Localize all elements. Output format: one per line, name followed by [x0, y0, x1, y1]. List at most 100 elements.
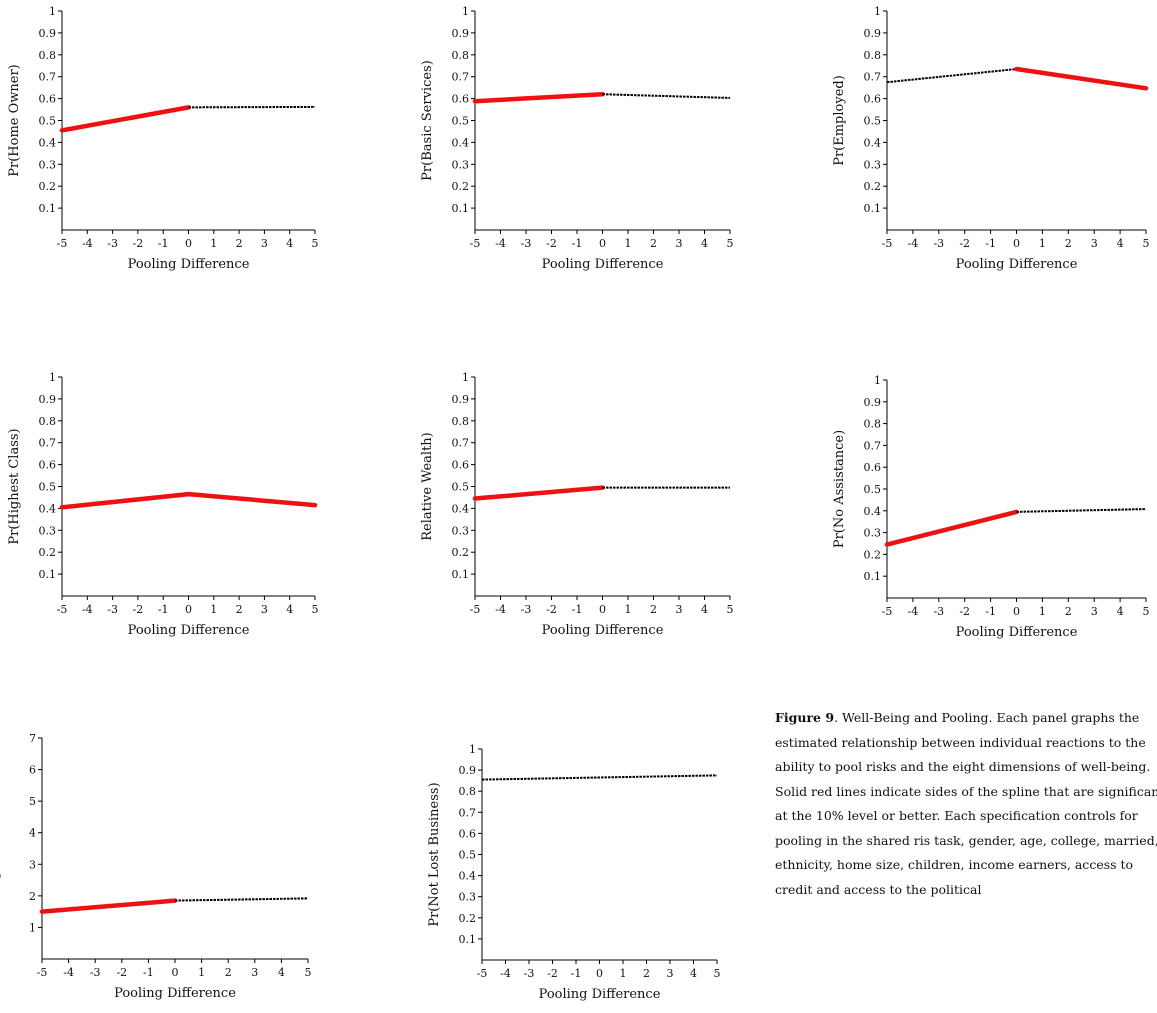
- x-tick-label: -4: [82, 603, 93, 616]
- x-tick-label: 2: [1065, 237, 1072, 250]
- series-line-significant: [59, 105, 191, 133]
- x-tick-label: 3: [1091, 605, 1098, 618]
- y-tick-label: 0.8: [864, 418, 882, 431]
- x-tick-label: -4: [500, 967, 511, 980]
- y-tick-label: 6: [29, 764, 36, 777]
- x-tick-label: 2: [236, 237, 243, 250]
- chart-panel-8: 0.1 0.2 0.3 0.4 0.5 0.6 0.7 0.8 0.9 1 -5 -4 -3 -2 -1 0 1…: [427, 743, 721, 1002]
- x-tick-label: 2: [236, 603, 243, 616]
- chart-panel-7: 1 2 3 4 5 6 7 -5 -4 -3 -2 -1 0 1 2 3 4 5 Pooling Differenc…: [0, 732, 312, 1001]
- y-tick-label: 1: [49, 5, 56, 18]
- y-tick-label: 0.6: [39, 459, 57, 472]
- y-tick-label: 0.3: [452, 524, 470, 537]
- x-tick-label: -3: [933, 237, 944, 250]
- x-axis-label: Pooling Difference: [542, 623, 664, 638]
- x-tick-label: -1: [158, 237, 169, 250]
- y-tick-label: 0.7: [452, 71, 470, 84]
- y-axis-label: Pr(Employed): [832, 75, 847, 166]
- x-tick-label: 1: [625, 603, 632, 616]
- y-tick-label: 0.5: [864, 115, 882, 128]
- y-tick-label: 0.1: [452, 568, 470, 581]
- x-axis-label: Pooling Difference: [542, 257, 664, 272]
- y-axis-label: Pr(Home Owner): [7, 64, 22, 177]
- x-tick-label: -3: [521, 603, 532, 616]
- y-axis-label: Pr(Highest Class): [7, 428, 22, 544]
- y-tick-label: 1: [469, 743, 476, 756]
- y-tick-label: 0.2: [459, 912, 477, 925]
- x-tick-label: -2: [547, 967, 558, 980]
- y-tick-label: 0.4: [864, 505, 882, 518]
- x-tick-label: 5: [727, 603, 734, 616]
- x-tick-label: 2: [643, 967, 650, 980]
- y-tick-label: 0.5: [459, 849, 477, 862]
- y-axis-label: Pr(Basic Services): [420, 60, 435, 181]
- y-tick-label: 1: [29, 921, 36, 934]
- y-tick-label: 0.6: [864, 93, 882, 106]
- y-tick-label: 0.7: [864, 439, 882, 452]
- x-tick-label: -5: [57, 237, 68, 250]
- x-tick-label: -5: [882, 605, 893, 618]
- y-tick-label: 0.4: [39, 136, 57, 149]
- y-tick-label: 0.7: [864, 71, 882, 84]
- x-tick-label: -3: [524, 967, 535, 980]
- caption-text: . Well-Being and Pooling. Each panel gra…: [775, 710, 1157, 897]
- y-tick-label: 0.3: [864, 158, 882, 171]
- y-tick-label: 0.5: [39, 481, 57, 494]
- y-tick-label: 0.2: [864, 180, 882, 193]
- y-tick-label: 0.4: [39, 502, 57, 515]
- x-tick-label: -5: [470, 603, 481, 616]
- x-tick-label: 1: [1039, 605, 1046, 618]
- y-tick-label: 2: [29, 890, 36, 903]
- x-tick-label: 4: [278, 966, 285, 979]
- x-tick-label: -2: [116, 966, 127, 979]
- y-tick-label: 0.3: [452, 158, 470, 171]
- x-tick-label: 1: [198, 966, 205, 979]
- x-tick-label: 3: [251, 966, 258, 979]
- y-tick-label: 0.4: [864, 136, 882, 149]
- y-tick-label: 0.2: [864, 548, 882, 561]
- x-tick-label: -3: [90, 966, 101, 979]
- series-line-nonsignificant: [886, 68, 1017, 84]
- x-tick-label: 3: [676, 237, 683, 250]
- x-tick-label: 0: [185, 603, 192, 616]
- y-tick-label: 0.5: [39, 115, 57, 128]
- y-tick-label: 0.8: [39, 415, 57, 428]
- y-tick-label: 0.8: [864, 49, 882, 62]
- y-tick-label: 0.9: [39, 27, 57, 40]
- x-tick-label: -5: [57, 603, 68, 616]
- y-tick-label: 0.6: [864, 461, 882, 474]
- y-tick-label: 0.1: [864, 202, 882, 215]
- y-tick-label: 0.7: [459, 806, 477, 819]
- x-tick-label: -1: [572, 237, 583, 250]
- x-tick-label: -5: [882, 237, 893, 250]
- x-tick-label: 1: [1039, 237, 1046, 250]
- x-axis-label: Pooling Difference: [114, 986, 236, 1001]
- y-tick-label: 0.4: [459, 870, 477, 883]
- x-tick-label: 0: [172, 966, 179, 979]
- chart-panel-5: 0.1 0.2 0.3 0.4 0.5 0.6 0.7 0.8 0.9 1 -5 -4 -3 -2 -1 0 1…: [420, 371, 734, 638]
- x-tick-label: -1: [572, 603, 583, 616]
- x-tick-label: -1: [985, 605, 996, 618]
- y-tick-label: 0.2: [39, 180, 57, 193]
- x-tick-label: 3: [261, 603, 268, 616]
- x-tick-label: -5: [470, 237, 481, 250]
- x-tick-label: 4: [690, 967, 697, 980]
- y-axis-label: Pr(Not Lost Business): [427, 782, 442, 926]
- series-line-significant: [472, 91, 605, 104]
- series-line-significant: [186, 491, 318, 508]
- x-tick-label: -1: [571, 967, 582, 980]
- x-tick-label: 5: [305, 966, 312, 979]
- y-tick-label: 0.2: [452, 546, 470, 559]
- caption-label: Figure 9: [775, 710, 835, 725]
- y-tick-label: 0.3: [39, 158, 57, 171]
- y-tick-label: 0.3: [864, 527, 882, 540]
- x-tick-label: -2: [959, 237, 970, 250]
- x-tick-label: -2: [959, 605, 970, 618]
- x-tick-label: -3: [521, 237, 532, 250]
- x-tick-label: -1: [985, 237, 996, 250]
- x-tick-label: -4: [908, 237, 919, 250]
- x-tick-label: 2: [650, 237, 657, 250]
- y-tick-label: 0.7: [452, 437, 470, 450]
- x-tick-label: -4: [82, 237, 93, 250]
- x-tick-label: 3: [1091, 237, 1098, 250]
